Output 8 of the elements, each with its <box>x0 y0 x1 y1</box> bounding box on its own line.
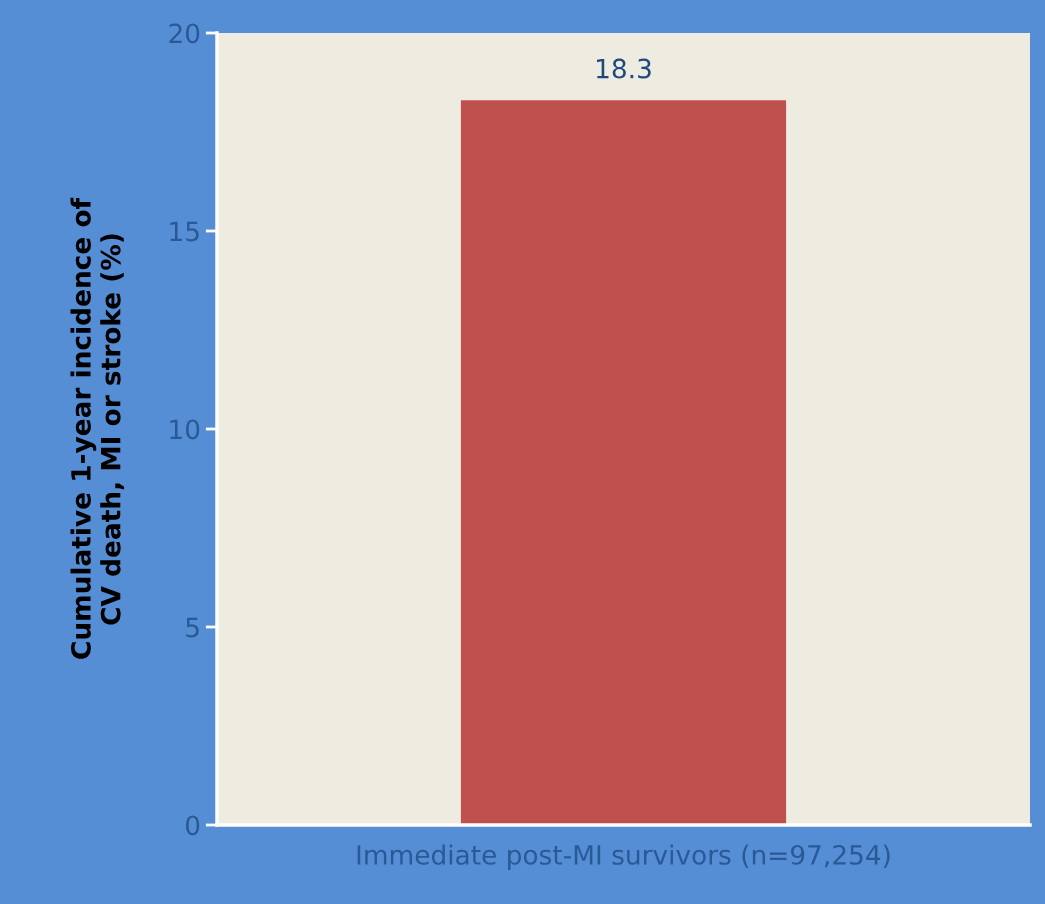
y-tick-label: 10 <box>170 419 200 440</box>
y-tick-label: 5 <box>186 617 199 638</box>
y-tick-label: 0 <box>185 815 200 836</box>
y-tick-label: 15 <box>170 221 199 242</box>
x-tick-label: Immediate post-MI survivors (n=97,254) <box>357 844 890 870</box>
data-label: 18.3 <box>597 58 651 79</box>
y-axis-title: Cumulative 1-year incidence of CV death, MI or stroke (%) <box>70 197 125 659</box>
y-tick-label: 20 <box>169 23 200 44</box>
